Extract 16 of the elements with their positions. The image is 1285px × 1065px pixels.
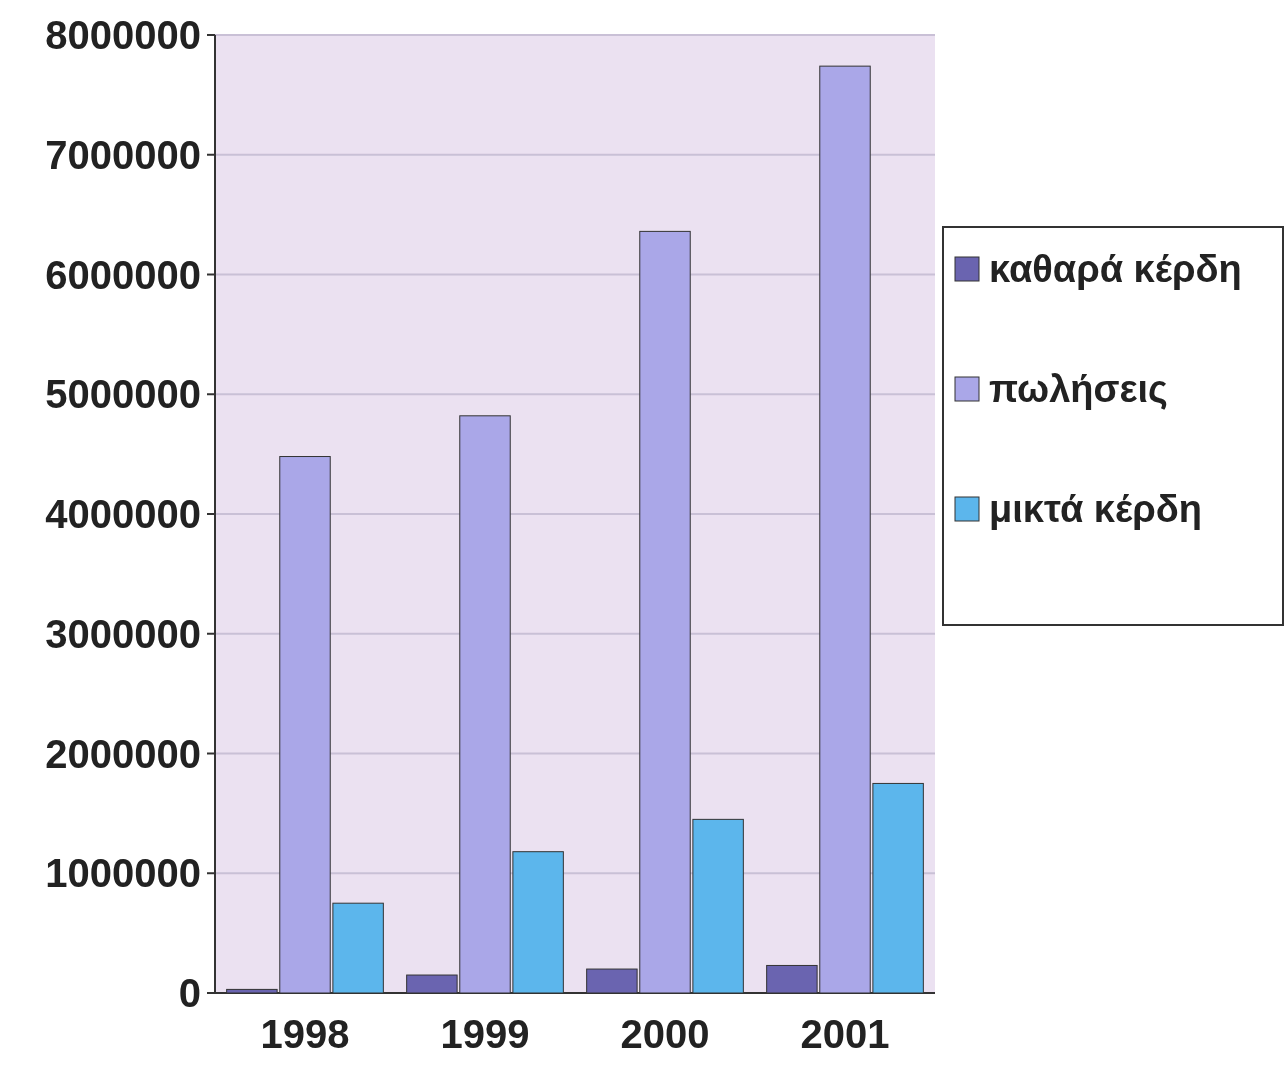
x-tick-label: 2001: [800, 1012, 890, 1056]
y-tick-label: 3000000: [45, 611, 201, 656]
legend-label: μικτά κέρδη: [989, 488, 1202, 531]
legend-label: πωλήσεις: [989, 368, 1168, 411]
y-tick-label: 6000000: [45, 252, 201, 297]
y-tick-label: 0: [178, 971, 201, 1015]
y-tick-label: 2000000: [45, 731, 201, 776]
y-tick-label: 4000000: [45, 492, 201, 536]
y-tick-label: 8000000: [45, 13, 201, 57]
y-tick-label: 5000000: [45, 372, 201, 417]
y-tick-label: 7000000: [45, 132, 201, 177]
x-tick-label: 1998: [260, 1012, 350, 1056]
x-tick-label: 2000: [620, 1012, 710, 1056]
x-tick-label: 1999: [440, 1012, 530, 1056]
legend-label: καθαρά κέρδη: [989, 248, 1242, 291]
y-tick-label: 1000000: [45, 851, 201, 896]
